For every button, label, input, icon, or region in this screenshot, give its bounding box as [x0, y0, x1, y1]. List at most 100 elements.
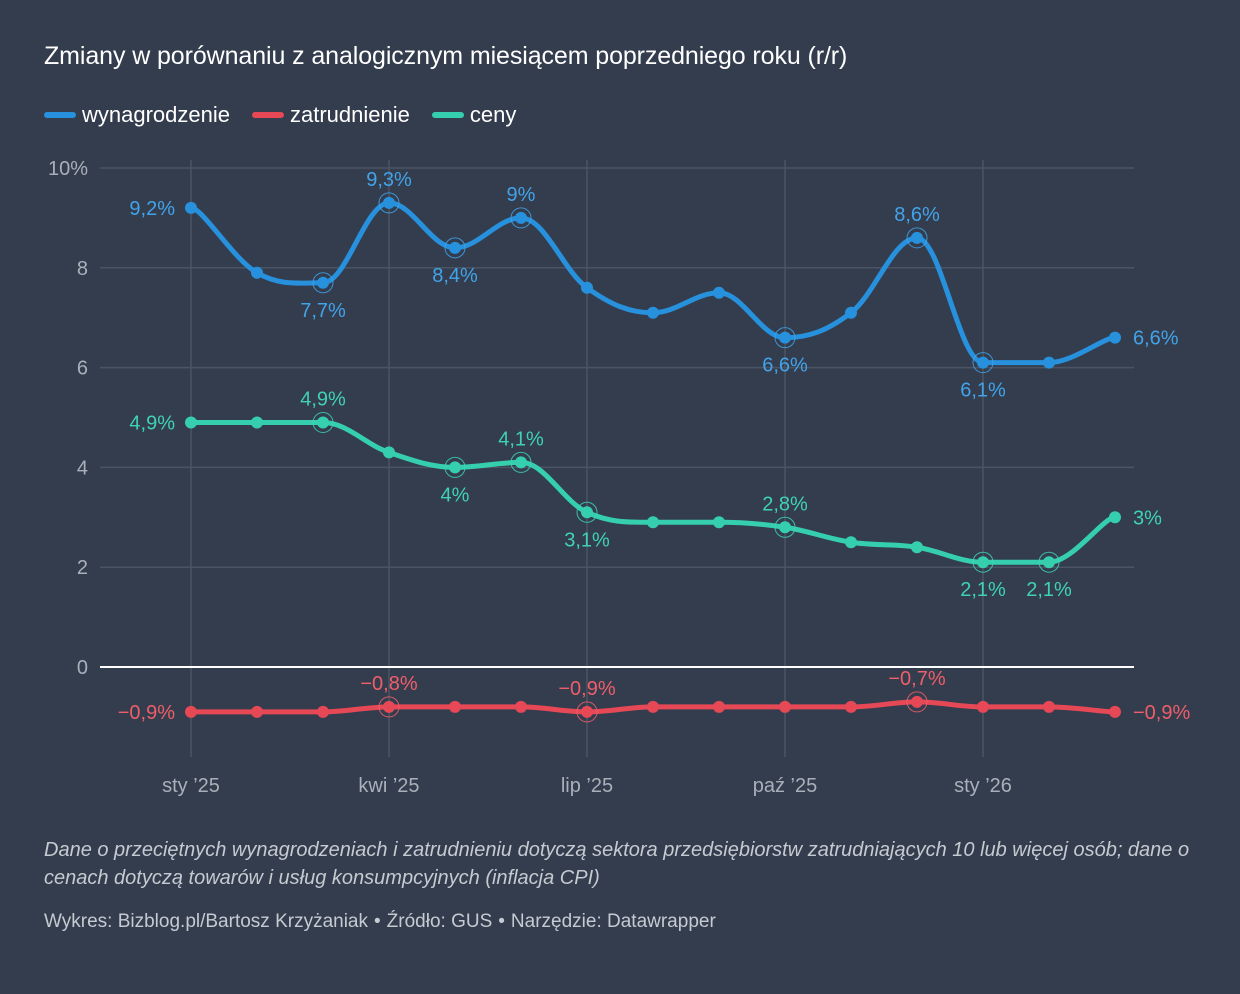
x-tick-label: sty ’26 [954, 775, 1012, 797]
value-label-wynagrodzenie: 7,7% [300, 300, 346, 322]
y-tick-label: 8 [77, 258, 88, 280]
byline: Wykres: Bizblog.pl/Bartosz Krzyżaniak • Źr… [44, 911, 716, 933]
data-point-ceny[interactable] [779, 521, 791, 534]
data-point-ceny[interactable] [845, 536, 857, 549]
data-point-ceny[interactable] [515, 456, 527, 469]
data-point-wynagrodzenie[interactable] [845, 306, 857, 319]
data-point-wynagrodzenie[interactable] [251, 266, 263, 279]
y-tick-label: 6 [77, 358, 88, 380]
separator: • [374, 911, 381, 932]
highlight-ring [378, 696, 400, 718]
data-point-wynagrodzenie[interactable] [911, 231, 923, 244]
data-point-ceny[interactable] [647, 516, 659, 529]
value-label-zatrudnienie: −0,9% [558, 678, 615, 700]
legend-swatch-wynagrodzenie [44, 112, 76, 118]
value-label-wynagrodzenie: 9% [507, 184, 536, 206]
grid-layer [100, 160, 1134, 757]
data-point-ceny[interactable] [317, 416, 329, 429]
value-label-wynagrodzenie: 9,2% [129, 198, 175, 220]
value-label-wynagrodzenie: 6,6% [762, 355, 808, 377]
data-point-wynagrodzenie[interactable] [317, 276, 329, 289]
highlight-ring [1038, 551, 1060, 573]
data-point-zatrudnienie[interactable] [845, 700, 857, 713]
data-point-wynagrodzenie[interactable] [449, 241, 461, 254]
data-point-wynagrodzenie[interactable] [713, 286, 725, 299]
data-point-zatrudnienie[interactable] [977, 700, 989, 713]
highlight-ring [510, 451, 532, 473]
data-point-zatrudnienie[interactable] [449, 700, 461, 713]
legend-label-ceny: ceny [469, 102, 517, 127]
data-point-ceny[interactable] [713, 516, 725, 529]
series-ceny [185, 411, 1121, 573]
data-point-zatrudnienie[interactable] [581, 705, 593, 718]
data-point-zatrudnienie[interactable] [779, 700, 791, 713]
value-label-wynagrodzenie: 6,1% [960, 380, 1006, 402]
data-point-wynagrodzenie[interactable] [779, 331, 791, 344]
value-label-zatrudnienie: −0,8% [360, 673, 417, 695]
value-label-ceny: 4,1% [498, 428, 544, 450]
data-point-wynagrodzenie[interactable] [515, 211, 527, 224]
highlight-ring [312, 411, 334, 433]
data-point-ceny[interactable] [977, 556, 989, 569]
data-point-ceny[interactable] [1109, 511, 1121, 524]
legend-label-zatrudnienie: zatrudnienie [289, 102, 410, 127]
value-label-wynagrodzenie: 8,4% [432, 265, 478, 287]
data-point-ceny[interactable] [251, 416, 263, 429]
value-label-zatrudnienie: −0,9% [1133, 702, 1190, 724]
series-line-wynagrodzenie [188, 200, 1118, 366]
data-point-zatrudnienie[interactable] [911, 695, 923, 708]
series-zatrudnienie [185, 691, 1121, 723]
separator: • [498, 911, 505, 932]
data-point-zatrudnienie[interactable] [515, 700, 527, 713]
data-point-zatrudnienie[interactable] [383, 700, 395, 713]
value-label-ceny: 2,1% [960, 579, 1006, 601]
data-point-zatrudnienie[interactable] [185, 705, 197, 718]
value-label-ceny: 2,1% [1026, 579, 1072, 601]
legend: wynagrodzenie zatrudnienie ceny [44, 102, 516, 128]
data-point-ceny[interactable] [185, 416, 197, 429]
data-point-ceny[interactable] [383, 446, 395, 459]
y-tick-label: 10% [48, 158, 88, 180]
data-point-wynagrodzenie[interactable] [581, 281, 593, 294]
value-label-zatrudnienie: −0,9% [118, 702, 175, 724]
data-point-wynagrodzenie[interactable] [647, 306, 659, 319]
y-tick-label: 4 [77, 457, 88, 479]
source: Źródło: GUS [386, 911, 493, 932]
data-point-ceny[interactable] [911, 541, 923, 554]
highlight-ring [906, 227, 928, 249]
data-point-wynagrodzenie[interactable] [1109, 331, 1121, 344]
x-tick-label: lip ’25 [561, 775, 613, 797]
x-tick-label: paź ’25 [753, 775, 818, 797]
data-point-zatrudnienie[interactable] [1043, 700, 1055, 713]
legend-item-wynagrodzenie: wynagrodzenie [44, 102, 230, 128]
data-point-ceny[interactable] [581, 506, 593, 519]
highlight-ring [444, 237, 466, 259]
value-label-ceny: 3% [1133, 507, 1162, 529]
legend-swatch-ceny [431, 112, 464, 118]
data-point-ceny[interactable] [1043, 556, 1055, 569]
data-point-zatrudnienie[interactable] [251, 705, 263, 718]
line-chart: sty ’25 kwi ’25 lip ’25 paź ’25 sty ’26 10% 8 6… [48, 158, 1191, 797]
legend-label-wynagrodzenie: wynagrodzenie [82, 102, 230, 127]
x-tick-label: kwi ’25 [358, 775, 419, 797]
x-tick-label: sty ’25 [162, 775, 220, 797]
data-point-zatrudnienie[interactable] [317, 705, 329, 718]
value-label-wynagrodzenie: 6,6% [1133, 328, 1179, 350]
data-point-zatrudnienie[interactable] [1109, 705, 1121, 718]
data-point-wynagrodzenie[interactable] [977, 356, 989, 369]
data-point-wynagrodzenie[interactable] [1043, 356, 1055, 369]
highlight-ring [378, 192, 400, 214]
chart-credit: Wykres: Bizblog.pl/Bartosz Krzyżaniak [44, 911, 368, 932]
data-point-ceny[interactable] [449, 461, 461, 474]
data-point-wynagrodzenie[interactable] [383, 196, 395, 209]
label-layer: sty ’25 kwi ’25 lip ’25 paź ’25 sty ’26 10% 8 6… [48, 158, 1191, 797]
highlight-ring [576, 701, 598, 723]
data-point-wynagrodzenie[interactable] [185, 201, 197, 214]
data-point-zatrudnienie[interactable] [647, 700, 659, 713]
series-line-ceny [188, 419, 1118, 565]
highlight-ring [576, 501, 598, 523]
data-point-zatrudnienie[interactable] [713, 700, 725, 713]
value-label-ceny: 4% [441, 484, 470, 506]
value-label-ceny: 2,8% [762, 493, 808, 515]
value-label-ceny: 4,9% [129, 412, 175, 434]
